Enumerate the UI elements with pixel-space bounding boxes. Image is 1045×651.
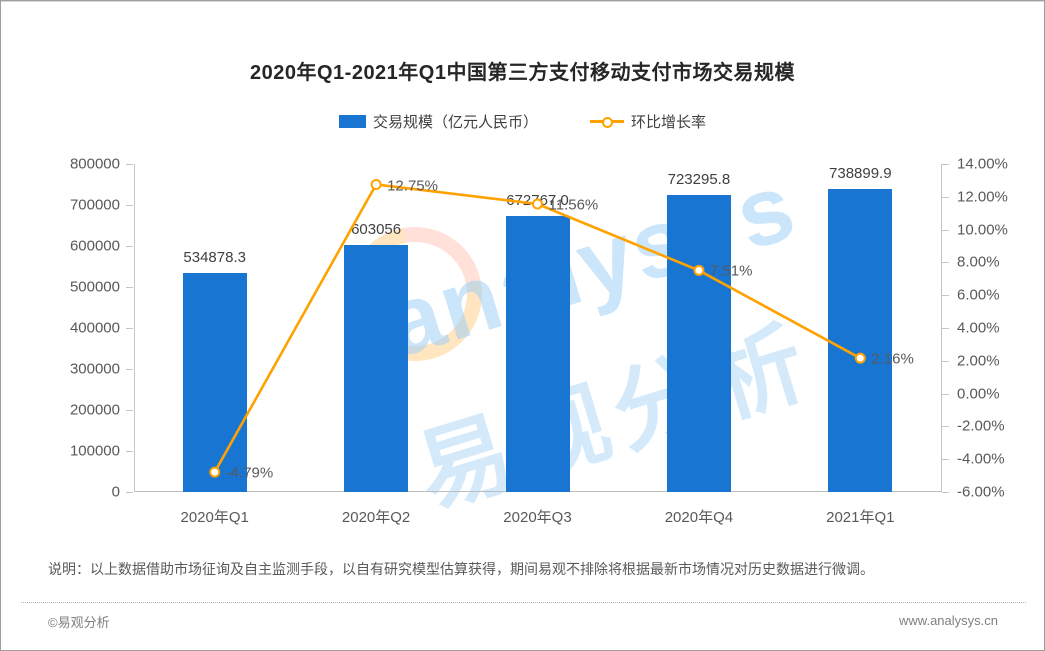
footer-divider xyxy=(21,602,1026,603)
line-value-label: 11.56% xyxy=(548,196,599,214)
right-axis-tick-mark xyxy=(942,196,949,198)
left-axis-tick-mark xyxy=(126,205,133,206)
left-axis-tick-mark xyxy=(126,492,133,493)
line-data-point-marker xyxy=(854,352,866,364)
left-axis-tick-label: 300000 xyxy=(69,360,120,378)
left-axis-tick-mark xyxy=(126,287,133,288)
right-axis-tick-label: 14.00% xyxy=(957,155,1008,173)
left-axis-tick-label: 200000 xyxy=(69,401,120,419)
left-axis-tick-mark xyxy=(126,246,133,247)
right-axis-tick-mark xyxy=(942,295,949,297)
left-axis-tick-label: 700000 xyxy=(69,196,120,214)
right-axis-line xyxy=(941,164,942,492)
right-axis-tick-label: 2.00% xyxy=(957,352,1000,370)
transaction-volume-bar xyxy=(344,244,409,492)
right-axis-tick-mark xyxy=(942,229,949,231)
left-axis-line xyxy=(134,164,135,492)
chart-legend: 交易规模（亿元人民币） 环比增长率 xyxy=(1,111,1044,132)
bar-value-label: 738899.9 xyxy=(829,165,892,183)
x-axis-category-label: 2020年Q3 xyxy=(503,509,572,526)
left-axis-tick-mark xyxy=(126,369,133,370)
right-axis-tick-mark xyxy=(942,360,949,362)
left-axis-tick-label: 800000 xyxy=(69,155,120,173)
right-axis-tick-label: 10.00% xyxy=(957,221,1008,239)
copyright-label: ©易观分析 xyxy=(48,615,110,630)
right-axis-tick-label: 4.00% xyxy=(957,319,1000,337)
bar-value-label: 603056 xyxy=(351,220,402,238)
legend-item-line-series: 环比增长率 xyxy=(590,111,706,132)
right-axis-tick-label: 12.00% xyxy=(957,188,1008,206)
line-value-label: -4.79% xyxy=(225,464,274,482)
line-value-label: 12.75% xyxy=(387,177,438,194)
right-axis-tick-mark xyxy=(942,262,949,264)
line-data-point-marker xyxy=(370,179,382,190)
transaction-volume-bar xyxy=(828,189,893,492)
line-value-label: 2.16% xyxy=(871,350,914,368)
bar-value-label: 723295.8 xyxy=(667,171,731,189)
left-axis-tick-mark xyxy=(126,164,133,165)
right-axis-tick-label: -2.00% xyxy=(957,417,1005,435)
left-axis-tick-mark xyxy=(126,328,133,329)
growth-rate-line xyxy=(209,179,866,478)
right-axis-tick-label: -4.00% xyxy=(957,450,1005,468)
right-axis-tick-mark xyxy=(942,492,949,493)
transaction-volume-bar xyxy=(666,195,731,492)
right-axis-tick-label: -6.00% xyxy=(957,483,1005,501)
right-axis-tick-label: 8.00% xyxy=(957,253,1000,271)
methodology-note: 说明：以上数据借助市场征询及自主监测手段，以自有研究模型估算获得，期间易观不排除… xyxy=(48,561,874,577)
line-data-point-marker xyxy=(209,466,221,478)
right-axis-tick-mark xyxy=(942,459,949,461)
transaction-volume-bar xyxy=(182,272,247,492)
x-axis-category-label: 2020年Q2 xyxy=(341,509,411,526)
line-series-swatch-icon xyxy=(590,115,624,128)
left-axis-tick-mark xyxy=(126,410,133,411)
bar-value-label: 534878.3 xyxy=(183,248,246,266)
right-axis-tick-label: 0.00% xyxy=(957,385,1000,403)
left-axis-tick-label: 600000 xyxy=(69,237,120,255)
chart-title: 2020年Q1-2021年Q1中国第三方支付移动支付市场交易规模 xyxy=(249,62,795,84)
bar-series-swatch-icon xyxy=(338,115,366,128)
line-data-point-marker xyxy=(532,198,543,210)
line-data-point-marker xyxy=(693,264,705,276)
x-axis-category-label: 2020年Q1 xyxy=(180,509,249,526)
website-link[interactable]: www.analysys.cn xyxy=(899,613,998,628)
left-axis-tick-label: 0 xyxy=(111,483,120,501)
legend-bar-label: 交易规模（亿元人民币） xyxy=(372,114,538,131)
left-axis-tick-label: 100000 xyxy=(69,442,120,460)
left-axis-tick-label: 500000 xyxy=(69,278,120,296)
line-value-label: 7.51% xyxy=(709,262,753,280)
right-axis-tick-label: 6.00% xyxy=(957,286,1000,304)
right-axis-tick-mark xyxy=(942,328,949,329)
transaction-volume-bar xyxy=(505,216,570,492)
x-axis-category-label: 2021年Q1 xyxy=(826,509,895,526)
right-axis-tick-mark xyxy=(942,393,949,395)
legend-line-label: 环比增长率 xyxy=(631,114,707,131)
legend-item-bar-series: 交易规模（亿元人民币） xyxy=(338,111,538,132)
right-axis-tick-mark xyxy=(942,164,949,165)
right-axis-tick-mark xyxy=(942,426,949,428)
left-axis-tick-label: 400000 xyxy=(69,319,120,337)
left-axis-tick-mark xyxy=(126,451,133,452)
x-axis-category-label: 2020年Q4 xyxy=(664,509,734,526)
plot-area: 800000 700000 600000 500000 400000 300000 2000… xyxy=(70,156,1008,527)
